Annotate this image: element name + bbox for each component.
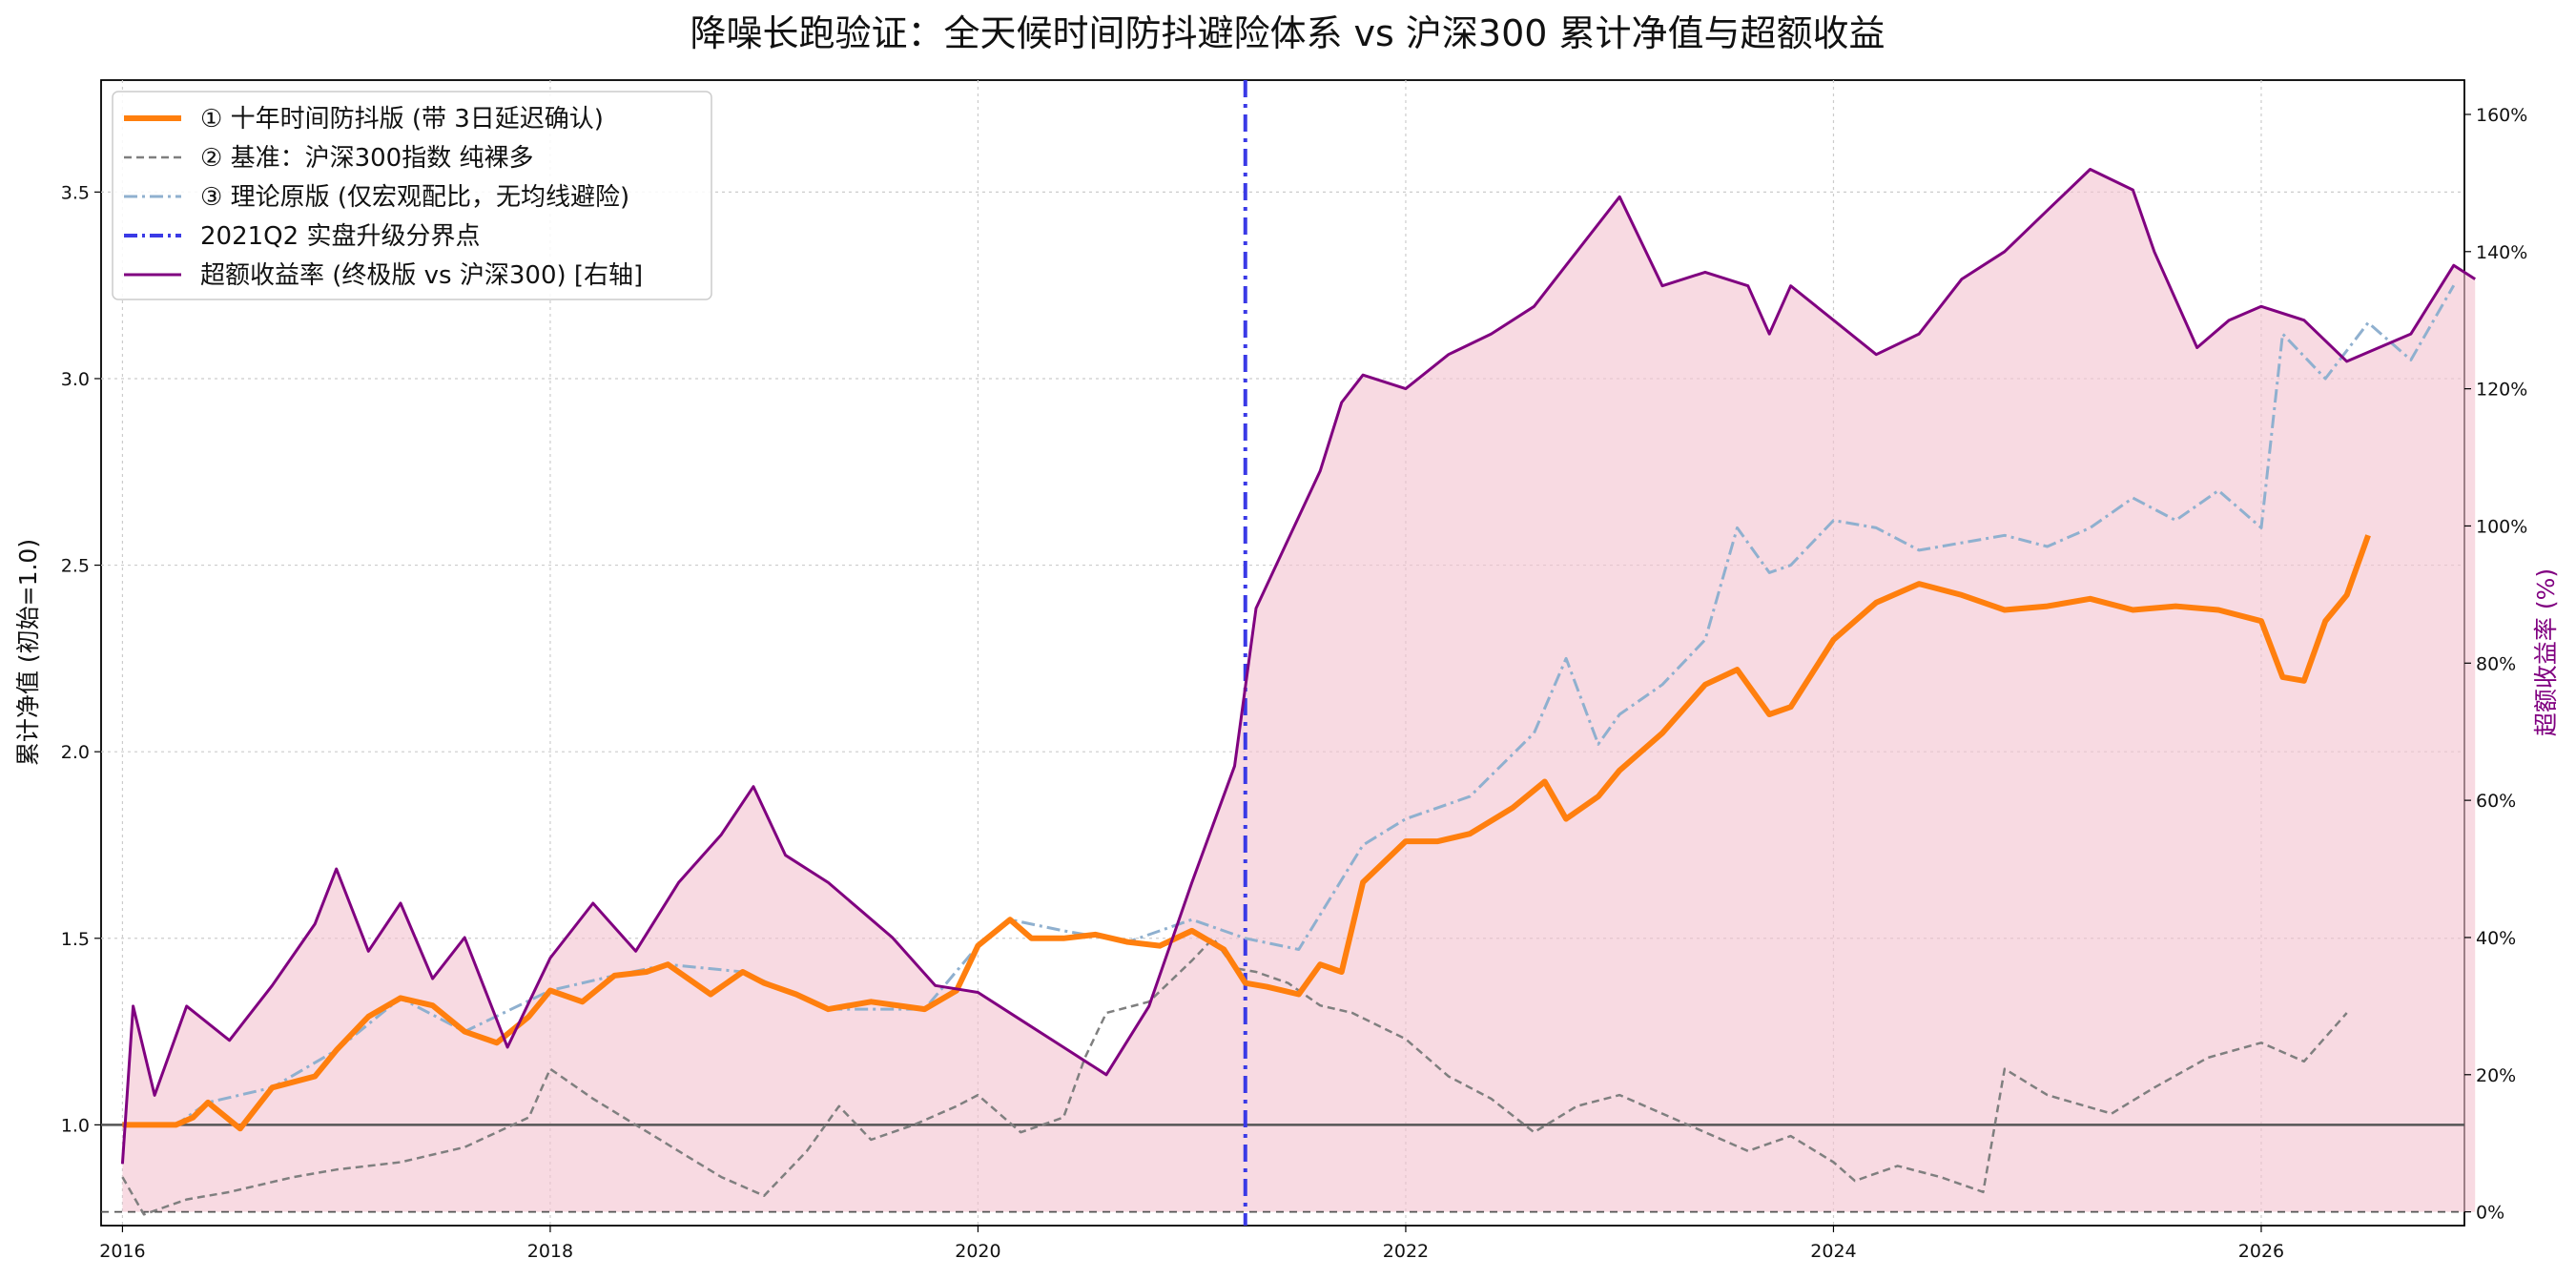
y-tick-label: 3.5 — [61, 182, 90, 203]
y-axis-label: 累计净值 (初始=1.0) — [14, 539, 42, 766]
y2-tick-label: 40% — [2476, 928, 2516, 949]
x-tick-label: 2026 — [2238, 1241, 2284, 1262]
x-tick-label: 2022 — [1383, 1241, 1429, 1262]
legend-label: 2021Q2 实盘升级分界点 — [200, 222, 480, 251]
y2-tick-label: 20% — [2476, 1065, 2516, 1086]
y2-tick-label: 100% — [2476, 516, 2527, 537]
excess-fill-area — [122, 169, 2476, 1212]
legend-label: 超额收益率 (终极版 vs 沪深300) [右轴] — [200, 261, 643, 290]
reference-lines — [101, 80, 2464, 1226]
legend-box — [112, 91, 712, 300]
y2-tick-label: 60% — [2476, 791, 2516, 812]
series-line-4 — [120, 168, 2477, 1165]
y-tick-label: 2.0 — [61, 742, 90, 763]
legend-label: ① 十年时间防抖版 (带 3日延迟确认) — [200, 105, 604, 134]
y-tick-label: 2.5 — [61, 556, 90, 577]
y2-tick-label: 80% — [2476, 653, 2516, 674]
series-line-1 — [122, 534, 2371, 1132]
x-tick-label: 2016 — [99, 1241, 145, 1262]
axis-ticks: 2016 2018 2020 2022 2024 2026 1.0 1.5 2.0 2.5 3.0 3… — [61, 105, 2528, 1262]
legend-label: ② 基准：沪深300指数 纯裸多 — [200, 144, 533, 173]
series-line-3 — [122, 284, 2456, 1126]
y2-tick-label: 160% — [2476, 105, 2527, 126]
y-tick-label: 1.0 — [61, 1115, 90, 1136]
y-tick-label: 1.5 — [61, 929, 90, 950]
x-tick-label: 2024 — [1810, 1241, 1856, 1262]
legend-label: ③ 理论原版 (仅宏观配比，无均线避险) — [200, 183, 629, 212]
y2-axis-label: 超额收益率 (%) — [2532, 568, 2560, 736]
y2-tick-label: 140% — [2476, 242, 2527, 263]
legend: ① 十年时间防抖版 (带 3日延迟确认) ② 基准：沪深300指数 纯裸多 ③ 理论… — [112, 91, 712, 300]
y2-tick-label: 0% — [2476, 1203, 2504, 1224]
excess-fill — [122, 169, 2476, 1212]
y2-tick-label: 120% — [2476, 380, 2527, 401]
chart-title: 降噪长跑验证：全天候时间防抖避险体系 vs 沪深300 累计净值与超额收益 — [690, 12, 1885, 54]
x-tick-label: 2018 — [527, 1241, 573, 1262]
x-tick-label: 2020 — [955, 1241, 1000, 1262]
series-lines — [120, 168, 2477, 1216]
y-tick-label: 3.0 — [61, 369, 90, 390]
